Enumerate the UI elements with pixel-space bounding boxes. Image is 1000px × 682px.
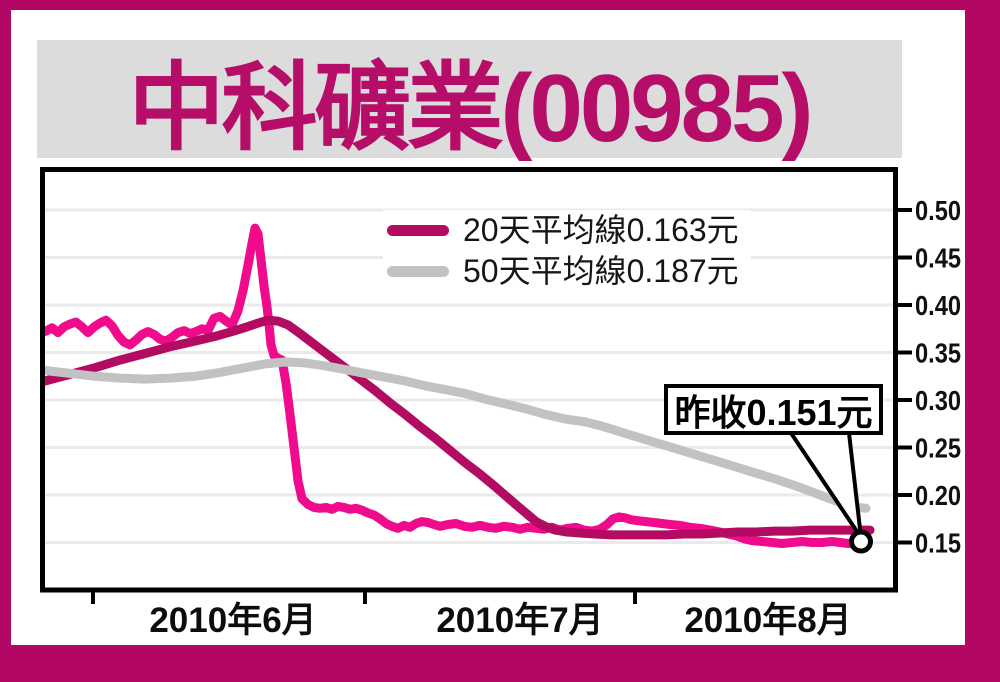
x-axis-label: 2010年6月	[149, 601, 316, 640]
y-axis-label: 0.20	[915, 480, 961, 511]
title-bar: 中科礦業(00985)	[37, 40, 902, 162]
y-axis-label: 0.50	[915, 195, 961, 226]
page-title: 中科礦業(00985)	[128, 54, 814, 162]
y-axis-label: 0.45	[915, 243, 961, 274]
ma50-line-swatch	[387, 266, 449, 277]
legend-item-ma50: 50天平均線0.187元	[383, 251, 751, 292]
legend-label-ma50: 50天平均線0.187元	[463, 253, 739, 289]
x-axis-label: 2010年7月	[436, 601, 603, 640]
y-axis-label: 0.25	[915, 433, 961, 464]
chart-frame	[40, 167, 898, 593]
ma20-line	[42, 315, 875, 540]
y-axis-label: 0.15	[915, 528, 961, 559]
legend-item-ma20: 20天平均線0.163元	[383, 210, 751, 251]
y-axis-label: 0.35	[915, 338, 961, 369]
legend-label-ma20: 20天平均線0.163元	[463, 212, 739, 248]
x-axis-label: 2010年8月	[684, 601, 851, 640]
last-close-label: 昨收0.151元	[674, 391, 873, 433]
ma50-line	[42, 357, 871, 513]
y-axis-label: 0.40	[915, 290, 961, 321]
last-close-callout: 昨收0.151元	[664, 384, 883, 435]
ma20-line-swatch	[387, 225, 449, 236]
last-close-marker	[849, 529, 873, 554]
price-line	[42, 223, 866, 548]
plot-area	[42, 223, 875, 548]
legend: 20天平均線0.163元 50天平均線0.187元	[383, 210, 751, 292]
y-axis-label: 0.30	[915, 385, 961, 416]
